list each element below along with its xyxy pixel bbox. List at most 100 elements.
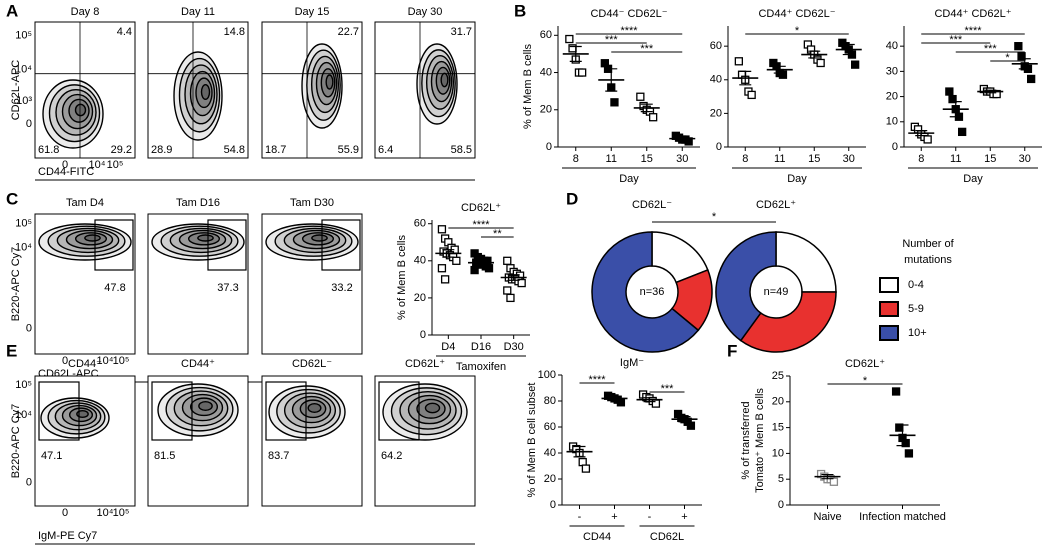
y-tick-label: 20 xyxy=(540,104,552,116)
plot-frame xyxy=(34,375,136,507)
plot-title: Tam D16 xyxy=(176,197,220,209)
y-tick-label: 0 xyxy=(26,118,32,130)
y-axis-label: B220-APC Cy7 xyxy=(10,404,22,479)
y-tick-label: 20 xyxy=(414,292,426,304)
data-point xyxy=(503,256,512,265)
sem-bar xyxy=(896,424,909,447)
y-tick-label: 0 xyxy=(550,499,556,511)
data-point xyxy=(747,90,756,100)
donut-segment xyxy=(591,231,700,353)
plot-title: CD62L⁺ xyxy=(405,358,445,370)
sem-bar xyxy=(569,45,582,62)
quadrant-value: 6.4 xyxy=(378,144,393,156)
sem-bar xyxy=(643,397,656,403)
significance-label: **** xyxy=(472,219,490,231)
x-axis-label: Tamoxifen xyxy=(456,361,506,373)
y-axis-label: % of Mem B cell subset xyxy=(526,383,538,498)
legend-label: 0-4 xyxy=(908,279,924,291)
data-point xyxy=(503,286,512,295)
x-tick-label: Naive xyxy=(813,511,841,523)
x-tick-label: 10⁴ xyxy=(89,159,106,171)
y-tick-label: 10³ xyxy=(16,95,32,107)
gate xyxy=(207,219,247,271)
y-tick-label: 80 xyxy=(544,395,556,407)
plot-title: Day 11 xyxy=(181,6,215,18)
sem-bar xyxy=(842,43,855,56)
contour xyxy=(424,402,441,414)
chart-title: CD62L⁺ xyxy=(845,358,885,370)
chart-title: IgM⁻ xyxy=(620,357,644,369)
donut-segment xyxy=(715,231,777,342)
contour xyxy=(198,400,213,412)
chart-title: CD44⁻ CD62L⁻ xyxy=(590,8,667,20)
x-axis-label: Day xyxy=(963,173,983,185)
donut-center: n=49 xyxy=(764,286,789,298)
significance-label: * xyxy=(1005,52,1010,64)
data-point xyxy=(437,264,447,273)
y-tick-label: 20 xyxy=(886,90,898,102)
x-tick-label: D4 xyxy=(441,341,455,353)
gate-value: 37.3 xyxy=(217,282,238,294)
x-tick-label: 15 xyxy=(984,153,996,165)
sem-bar xyxy=(605,68,618,92)
significance-label: **** xyxy=(620,25,638,37)
y-tick-label: 40 xyxy=(540,66,552,78)
donut-title: CD62L⁻ xyxy=(632,199,672,211)
data-point xyxy=(517,278,526,288)
data-point xyxy=(452,256,461,265)
data-point xyxy=(565,34,574,44)
sem-bar xyxy=(739,70,752,86)
y-tick-label: 0 xyxy=(26,477,32,489)
data-point xyxy=(816,58,825,68)
sem-bar xyxy=(984,89,997,94)
gate xyxy=(265,381,307,441)
x-axis-label: CD44-FITC xyxy=(38,166,94,178)
quadrant-value: 31.7 xyxy=(451,26,472,38)
sem-bar xyxy=(821,473,834,480)
quadrant-value: 61.8 xyxy=(38,144,59,156)
x-tick-label: 15 xyxy=(808,153,820,165)
significance-label: * xyxy=(795,25,800,37)
contour xyxy=(84,234,101,242)
contour xyxy=(76,409,89,419)
legend-swatch xyxy=(879,277,899,293)
contour xyxy=(307,402,322,414)
y-tick-label: 60 xyxy=(710,40,722,52)
sem-bar xyxy=(808,50,821,59)
y-tick-label: 20 xyxy=(710,107,722,119)
data-point xyxy=(649,113,658,122)
y-tick-label: 10⁵ xyxy=(15,218,32,230)
sem-bar xyxy=(640,103,653,113)
contour xyxy=(200,83,211,101)
plot-title: CD62L⁻ xyxy=(292,358,332,370)
data-point xyxy=(1014,42,1023,51)
sem-bar xyxy=(676,137,689,141)
x-tick-label: 10⁴ xyxy=(97,355,114,367)
donut-segment xyxy=(739,291,837,353)
y-tick-label: 15 xyxy=(772,422,784,434)
x-tick-label: - xyxy=(578,511,582,523)
panel-letter: F xyxy=(727,341,737,360)
y-tick-label: 10⁵ xyxy=(15,379,32,391)
y-tick-label: 0 xyxy=(716,141,722,153)
sem-bar xyxy=(475,260,487,266)
data-point xyxy=(891,387,901,396)
contour xyxy=(197,234,214,242)
gate xyxy=(151,381,193,441)
group-label: CD44 xyxy=(583,531,611,543)
data-point xyxy=(904,449,914,458)
x-axis-label: Day xyxy=(619,173,639,185)
y-tick-label: 20 xyxy=(772,396,784,408)
y-tick-label: 0 xyxy=(778,499,784,511)
data-point xyxy=(636,92,645,101)
gate xyxy=(38,381,80,441)
data-point xyxy=(851,60,860,69)
plot-title: Tam D4 xyxy=(66,197,104,209)
x-tick-label: 15 xyxy=(641,153,653,165)
y-tick-label: 25 xyxy=(772,370,784,382)
significance-label: **** xyxy=(964,25,982,37)
y-tick-label: 10⁵ xyxy=(15,30,32,42)
y-tick-label: 5 xyxy=(778,473,784,485)
gate-value: 47.8 xyxy=(104,282,125,294)
